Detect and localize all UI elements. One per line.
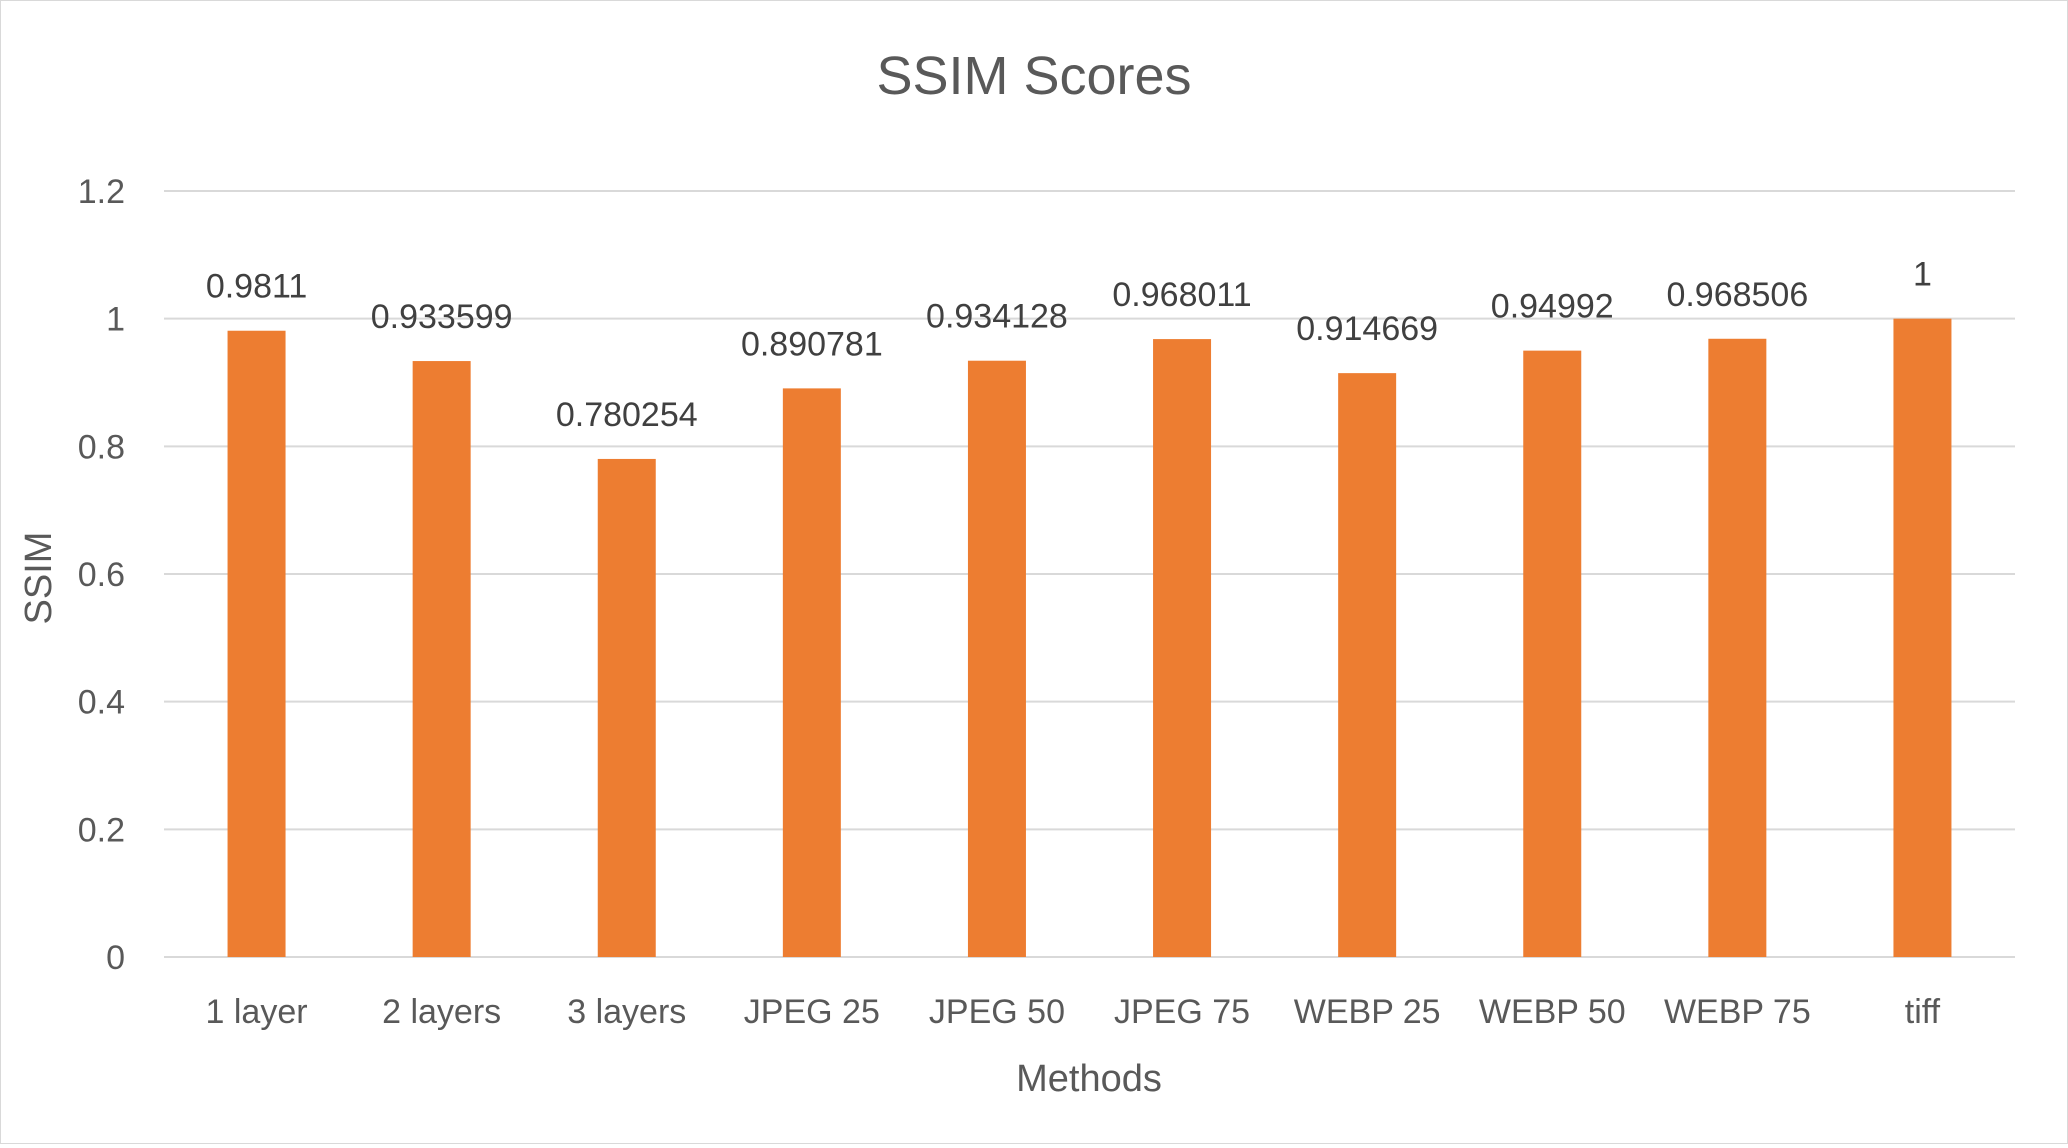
bar <box>1153 339 1212 957</box>
y-tick-label: 0 <box>106 939 125 977</box>
bar <box>1893 318 1952 958</box>
bar <box>1523 350 1582 957</box>
bars <box>227 318 1952 958</box>
bar <box>1338 373 1397 957</box>
x-tick-label: tiff <box>1905 993 1941 1031</box>
data-labels: 0.9811 0.933599 0.780254 0.890781 0.934128 0.… <box>206 256 1932 434</box>
y-tick-label: 0.2 <box>78 811 125 849</box>
data-label: 0.914669 <box>1296 310 1438 348</box>
data-label: 0.780254 <box>556 396 698 434</box>
bar <box>1708 338 1767 957</box>
chart-title: SSIM Scores <box>876 46 1191 106</box>
bar <box>597 458 656 957</box>
gridlines <box>164 190 2015 958</box>
bar <box>227 330 286 957</box>
y-axis-title: SSIM <box>18 532 60 625</box>
y-tick-label: 1 <box>106 301 125 339</box>
bar <box>967 360 1026 957</box>
x-tick-label: WEBP 50 <box>1479 993 1626 1031</box>
data-label: 0.934128 <box>926 298 1068 336</box>
x-axis-title: Methods <box>1016 1058 1162 1100</box>
x-tick-label: WEBP 75 <box>1664 993 1811 1031</box>
y-tick-label: 1.2 <box>78 173 125 211</box>
x-tick-label: 1 layer <box>206 993 308 1031</box>
x-tick-label: 2 layers <box>382 993 501 1031</box>
bar <box>782 388 841 958</box>
data-label: 0.9811 <box>206 268 307 306</box>
data-label: 0.968506 <box>1666 276 1808 314</box>
y-tick-label: 0.6 <box>78 556 125 594</box>
bar <box>412 361 471 958</box>
x-tick-label: JPEG 75 <box>1114 993 1250 1031</box>
y-tick-label: 0.4 <box>78 684 125 722</box>
x-axis-categories: 1 layer 2 layers 3 layers JPEG 25 JPEG 50 JPE… <box>206 993 1941 1031</box>
x-tick-label: JPEG 25 <box>744 993 880 1031</box>
data-label: 0.968011 <box>1112 276 1251 314</box>
y-tick-label: 0.8 <box>78 428 125 466</box>
x-tick-label: 3 layers <box>567 993 686 1031</box>
x-tick-label: JPEG 50 <box>929 993 1065 1031</box>
data-label: 1 <box>1913 256 1932 294</box>
y-axis-ticks: 0 0.2 0.4 0.6 0.8 1 1.2 <box>78 173 125 977</box>
data-label: 0.94992 <box>1491 288 1614 326</box>
x-tick-label: WEBP 25 <box>1294 993 1441 1031</box>
data-label: 0.933599 <box>371 298 513 336</box>
data-label: 0.890781 <box>741 325 883 363</box>
